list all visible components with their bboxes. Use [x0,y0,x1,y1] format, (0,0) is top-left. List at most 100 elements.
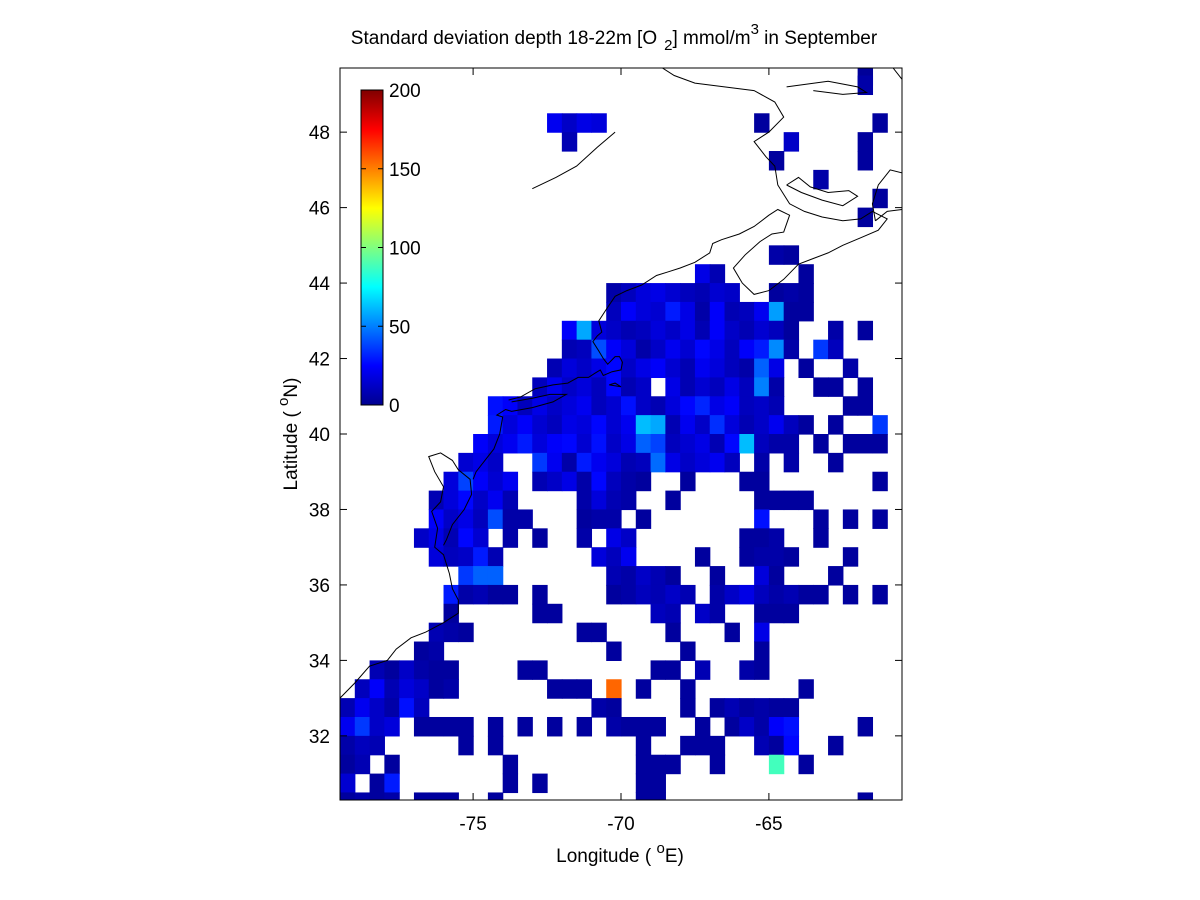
heatmap-cell [754,716,770,737]
heatmap-cell [694,339,711,360]
heatmap-cell [576,320,593,341]
heatmap-cell [443,490,459,511]
x-axis-ticks: -75 -70 -65 [459,68,783,835]
heatmap-cell [487,452,504,473]
heatmap-cell [813,377,829,397]
heatmap-cell [576,339,593,360]
heatmap-cell [576,471,593,492]
heatmap-cells [340,68,917,800]
heatmap-cell [798,754,814,775]
heatmap-cell [680,283,696,303]
heatmap-cell [828,339,844,360]
heatmap-cell [709,566,726,586]
heatmap-cell [680,471,696,492]
heatmap-cell [561,471,578,492]
heatmap-cell [576,528,593,548]
heatmap-cell [872,584,888,605]
heatmap-cell [547,396,563,416]
heatmap-cell [754,641,770,661]
heatmap-cell [635,773,652,794]
heatmap-cell [739,434,755,454]
heatmap-cell [502,773,519,794]
heatmap-cell [768,754,785,775]
heatmap-cell [694,735,711,756]
colorbar-ticks: 0 50 100 150 200 [361,81,421,417]
coastline-segment [892,68,902,95]
heatmap-cell [768,396,785,416]
heatmap-cell [768,358,785,379]
heatmap-cell [724,434,740,454]
heatmap-cell [902,491,917,510]
heatmap-cell [473,471,489,492]
colorbar-tick-label: 0 [389,396,400,417]
heatmap-cell [754,113,770,133]
heatmap-cell [665,415,681,435]
heatmap-cell [665,622,681,643]
heatmap-cell [813,339,829,360]
heatmap-cell [665,584,681,605]
heatmap-cell [768,716,785,737]
heatmap-cell [443,471,459,492]
heatmap-cell [857,207,874,228]
heatmap-cell [399,660,415,680]
heatmap-cell [428,679,445,699]
heatmap-cell [650,339,666,360]
heatmap-cell [591,490,607,511]
heatmap-cell [487,566,504,586]
heatmap-cell [739,339,755,360]
heatmap-cell [709,283,726,303]
heatmap-cell [428,716,445,737]
heatmap-cell [665,320,681,341]
heatmap-cell [783,301,800,322]
y-tick-label: 44 [309,274,331,295]
heatmap-cell [635,415,652,435]
colorbar: 0 50 100 150 200 [360,81,421,417]
heatmap-cell [665,490,681,511]
heatmap-cell [413,641,430,661]
heatmap-cell [857,396,874,416]
heatmap-cell [547,415,563,435]
heatmap-cell [458,566,474,586]
heatmap-cell [828,415,844,435]
heatmap-cell [413,679,430,699]
heatmap-cell [547,113,563,133]
heatmap-cell [813,509,829,529]
coastline-segment [786,176,859,207]
heatmap-cell [650,566,666,586]
heatmap-cell [709,584,726,605]
heatmap-cell [754,735,770,756]
heatmap-cell [576,490,593,511]
heatmap-cell [768,490,785,511]
heatmap-cell [413,792,430,800]
heatmap-cell [724,622,740,643]
heatmap-cell [621,320,637,341]
heatmap-cell [369,679,385,699]
heatmap-cell [739,471,755,492]
heatmap-cell [754,320,770,341]
heatmap-cell [739,301,755,322]
heatmap-cell [621,566,637,586]
heatmap-cell [606,679,622,699]
heatmap-cell [443,528,459,548]
heatmap-cell [547,434,563,454]
heatmap-cell [354,735,371,756]
heatmap-cell [783,603,800,624]
heatmap-cell [754,566,770,586]
heatmap-cell [754,584,770,605]
heatmap-cell [754,509,770,529]
heatmap-cell [754,339,770,360]
heatmap-cell [650,301,666,322]
heatmap-cell [857,716,874,737]
heatmap-cell [768,245,785,265]
heatmap-cell [635,716,652,737]
heatmap-cell [369,773,385,794]
heatmap-cell [606,509,622,529]
heatmap-cell [739,320,755,341]
heatmap-cell [458,584,474,605]
heatmap-cell [665,339,681,360]
heatmap-cell [473,547,489,567]
x-axis-label: Longitude ( oE) [556,840,684,867]
coastline-segment [508,68,888,401]
heatmap-cell [532,452,548,473]
